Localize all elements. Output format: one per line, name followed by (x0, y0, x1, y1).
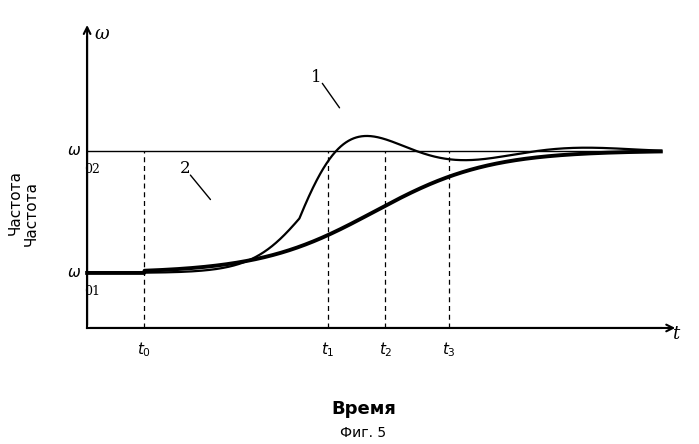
Text: $\omega$: $\omega$ (67, 266, 81, 280)
Text: $t_0$: $t_0$ (138, 340, 152, 359)
Text: Время: Время (331, 400, 396, 418)
Text: $t_3$: $t_3$ (442, 340, 456, 359)
Text: $t_1$: $t_1$ (322, 340, 335, 359)
Text: Частота: Частота (8, 170, 22, 235)
Text: ω: ω (94, 25, 108, 44)
Text: Частота: Частота (24, 181, 39, 246)
Text: t: t (672, 325, 679, 343)
Text: 2: 2 (180, 160, 190, 178)
Text: 01: 01 (85, 285, 100, 298)
Text: 02: 02 (85, 163, 100, 176)
Text: $\omega$: $\omega$ (67, 143, 81, 158)
Text: $t_2$: $t_2$ (379, 340, 392, 359)
Text: Фиг. 5: Фиг. 5 (340, 426, 387, 440)
Text: 1: 1 (311, 69, 322, 86)
